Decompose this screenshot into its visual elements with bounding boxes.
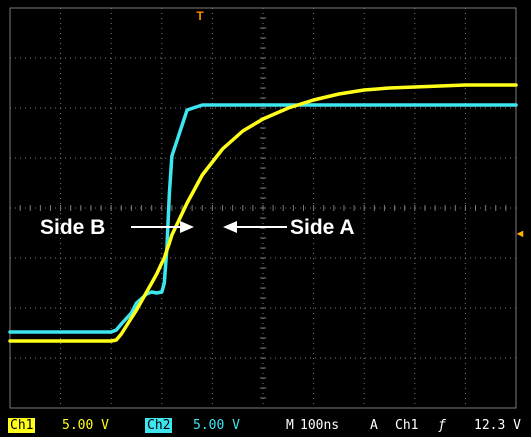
- annotation-side-b: Side B: [40, 216, 105, 239]
- annotations: Side B Side A: [40, 216, 355, 239]
- ch2-trace: [8, 103, 518, 334]
- trigger-level: 12.3 V: [474, 418, 521, 433]
- timebase-label: M: [286, 418, 294, 433]
- status-bar: Ch1 5.00 V Ch2 5.00 V M 100ns A Ch1 ƒ 12…: [0, 416, 531, 437]
- ch2-scale: 5.00 V: [193, 418, 240, 433]
- ch1-scale: 5.00 V: [62, 418, 109, 433]
- ch1-trace: [8, 83, 518, 343]
- trigger-mode: A: [370, 418, 378, 433]
- ch1-label[interactable]: Ch1: [8, 418, 36, 433]
- trigger-level-marker: ◄: [515, 228, 526, 240]
- annotation-side-a-arrowhead: [223, 221, 237, 233]
- markers: T ◄: [196, 9, 525, 240]
- trigger-source: Ch1: [395, 418, 419, 433]
- trigger-slope-icon: ƒ: [438, 418, 446, 433]
- timebase-value: 100ns: [300, 418, 340, 433]
- annotation-side-b-arrowhead: [180, 221, 194, 233]
- traces: [8, 83, 518, 343]
- graticule: [9, 7, 517, 409]
- annotation-side-a: Side A: [290, 216, 355, 239]
- trigger-position-marker: T: [196, 9, 204, 23]
- ch2-label[interactable]: Ch2: [145, 418, 173, 433]
